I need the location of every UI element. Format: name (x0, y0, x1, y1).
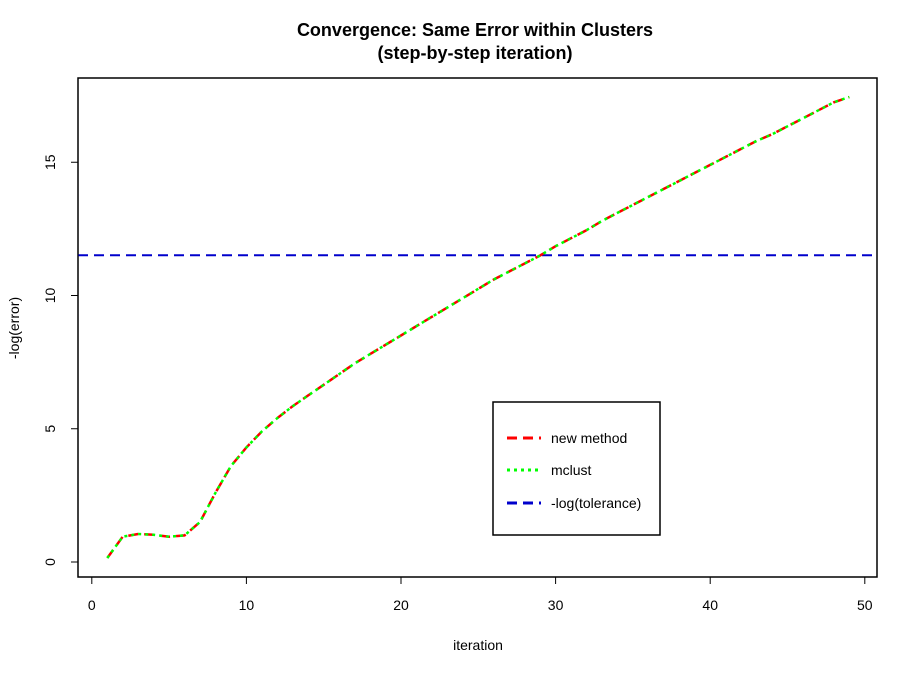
y-tick-label: 5 (42, 425, 58, 433)
x-tick-label: 10 (239, 597, 255, 613)
y-tick-label: 10 (42, 288, 58, 304)
legend-label-mclust: mclust (551, 462, 592, 478)
legend: new method mclust -log(tolerance) (492, 401, 661, 536)
legend-label-tolerance: -log(tolerance) (551, 495, 641, 511)
plot-frame (77, 77, 878, 578)
legend-label-new-method: new method (551, 430, 627, 446)
series-line-new-method (106, 95, 850, 559)
y-axis-label: -log(error) (6, 297, 22, 359)
y-tick-label: 0 (42, 558, 58, 566)
chart-title: Convergence: Same Error within Clusters (297, 20, 653, 40)
x-tick-label: 0 (88, 597, 96, 613)
chart-subtitle: (step-by-step iteration) (377, 43, 572, 63)
y-tick-label: 15 (42, 154, 58, 170)
x-tick-label: 30 (548, 597, 564, 613)
x-axis-label: iteration (453, 637, 503, 653)
x-tick-label: 20 (393, 597, 409, 613)
x-tick-label: 50 (857, 597, 873, 613)
legend-box (492, 401, 661, 536)
plot-area (78, 95, 877, 559)
series-line-mclust (106, 95, 850, 559)
x-tick-label: 40 (702, 597, 718, 613)
axes: 0 10 20 30 40 50 0 5 10 15 (42, 154, 873, 613)
